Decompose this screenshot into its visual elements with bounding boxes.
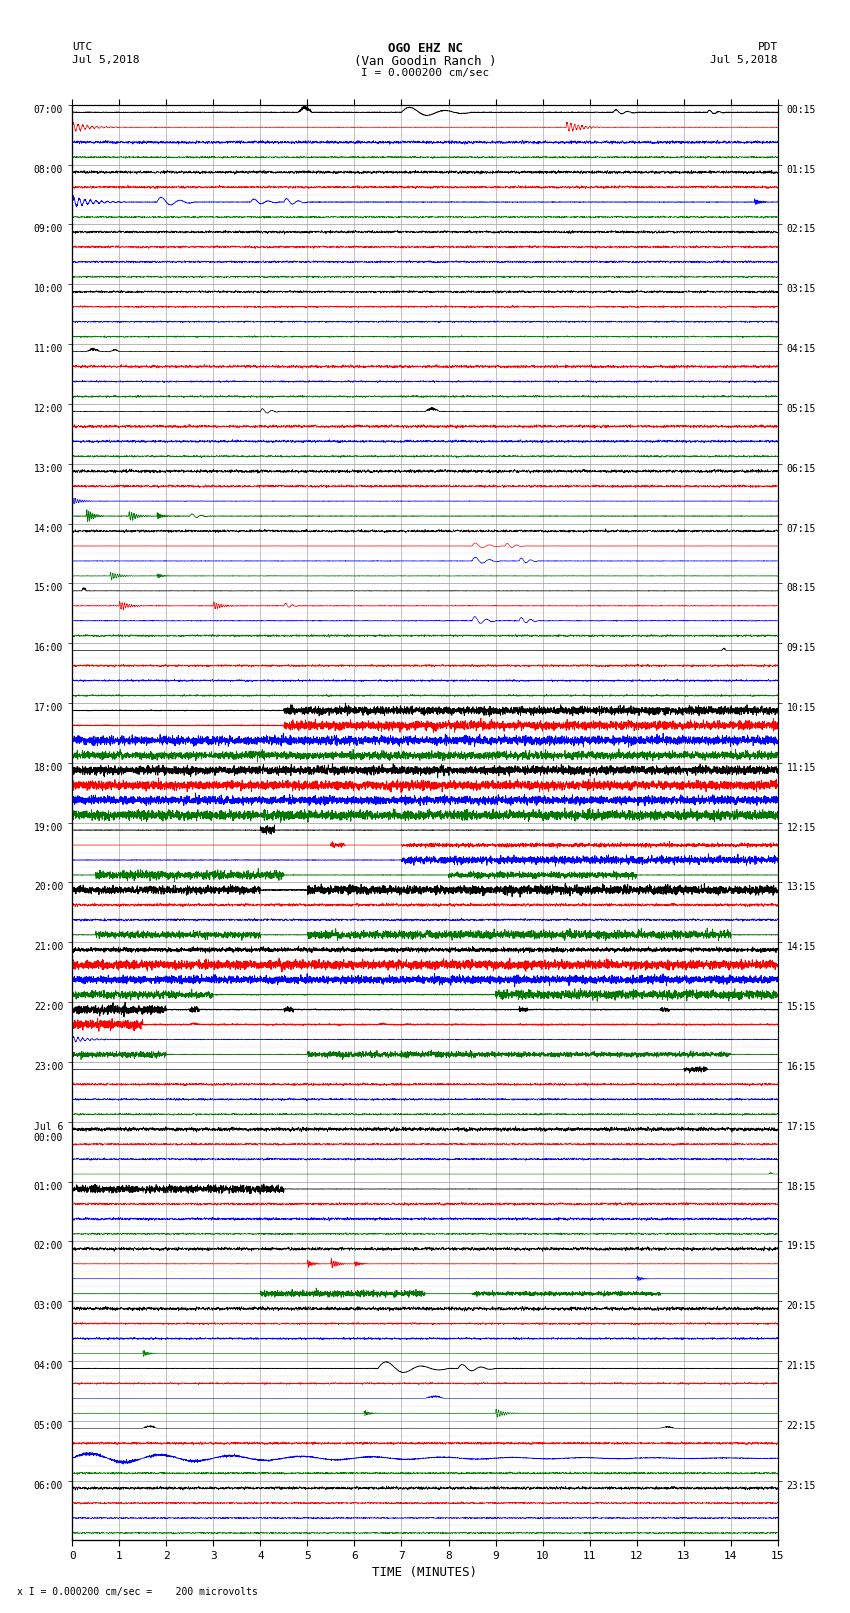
Text: Jul 5,2018: Jul 5,2018 (711, 55, 778, 65)
X-axis label: TIME (MINUTES): TIME (MINUTES) (372, 1566, 478, 1579)
Text: (Van Goodin Ranch ): (Van Goodin Ranch ) (354, 55, 496, 68)
Text: OGO EHZ NC: OGO EHZ NC (388, 42, 462, 55)
Text: I = 0.000200 cm/sec: I = 0.000200 cm/sec (361, 68, 489, 77)
Text: UTC: UTC (72, 42, 93, 52)
Text: PDT: PDT (757, 42, 778, 52)
Text: Jul 5,2018: Jul 5,2018 (72, 55, 139, 65)
Text: x I = 0.000200 cm/sec =    200 microvolts: x I = 0.000200 cm/sec = 200 microvolts (17, 1587, 258, 1597)
